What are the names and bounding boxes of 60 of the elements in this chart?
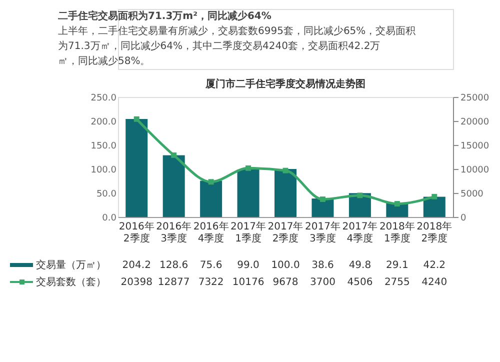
point [394, 201, 400, 207]
y-tick-label: 250.0 [90, 94, 117, 104]
bar [423, 196, 446, 217]
y2-tick-label: 15000 [460, 142, 490, 152]
x-tick-label: 2018年 1季度 [379, 220, 415, 244]
data-label: 2755 [384, 277, 410, 288]
point [208, 179, 214, 185]
point [432, 194, 438, 200]
x-tick-label: 2017年 1季度 [230, 220, 266, 244]
bar [126, 118, 148, 217]
legend-label: 交易套数（套） [36, 276, 106, 288]
x-tick-label: 2016年 3季度 [156, 220, 192, 244]
bar [237, 169, 260, 217]
x-tick-label: 2016年 2季度 [118, 220, 154, 244]
data-label: 7322 [198, 277, 224, 288]
point [171, 152, 177, 158]
data-label: 75.6 [200, 260, 222, 271]
point [246, 165, 252, 171]
bar [162, 155, 185, 217]
point [134, 116, 140, 122]
y-tick-label: 150.0 [90, 142, 117, 152]
point [282, 168, 288, 174]
bar [200, 180, 222, 217]
data-label: 12877 [158, 277, 190, 288]
y-tick-label: 50.0 [96, 190, 117, 200]
data-label: 9678 [272, 277, 298, 288]
y-tick-label: 100.0 [90, 166, 117, 176]
y2-tick-label: 10000 [460, 166, 490, 176]
point [320, 196, 326, 202]
legend-label: 交易量（万㎡） [36, 259, 106, 271]
y2-tick-label: 25000 [460, 94, 490, 104]
data-label: 99.0 [237, 260, 260, 271]
data-label: 4240 [422, 277, 448, 288]
y2-tick-label: 0 [460, 214, 466, 224]
text: 上半年，二手住宅交易量有所减少，交易套数6995套，同比减少65%，交易面积为71.3万㎡，同比减少64%，其中二季度交易4240套，交易面积42.2万㎡，同比减少58%。 [58, 25, 416, 67]
data-label: 100.0 [271, 260, 300, 271]
y-tick-label: 200.0 [90, 118, 117, 128]
bar [274, 169, 296, 217]
bar [312, 198, 334, 217]
x-tick-label: 2017年 4季度 [342, 220, 378, 244]
data-label: 204.2 [122, 260, 151, 271]
data-label: 128.6 [160, 260, 188, 271]
data-label: 38.6 [312, 260, 334, 271]
data-label: 3700 [310, 277, 336, 288]
x-tick-label: 2017年 3季度 [304, 220, 340, 244]
data-label: 10176 [232, 277, 264, 288]
data-label: 20398 [120, 277, 153, 288]
data-label: 4506 [347, 277, 373, 288]
y2-tick-label: 20000 [460, 118, 490, 128]
text: 二手住宅交易面积为71.3万m²，同比减少64% [58, 10, 272, 22]
y-tick-label: 0.0 [102, 214, 117, 224]
data-label: 49.8 [348, 260, 372, 271]
x-tick-label: 2018年 2季度 [416, 220, 452, 244]
y2-tick-label: 5000 [460, 190, 484, 200]
x-tick-label: 2016年 4季度 [193, 220, 229, 244]
x-tick-label: 2017年 2季度 [268, 220, 304, 244]
point [357, 192, 363, 198]
data-label: 29.1 [386, 260, 408, 271]
chart-title: 厦门市二手住宅季度交易情况走势图 [204, 78, 366, 90]
data-label: 42.2 [423, 260, 446, 271]
